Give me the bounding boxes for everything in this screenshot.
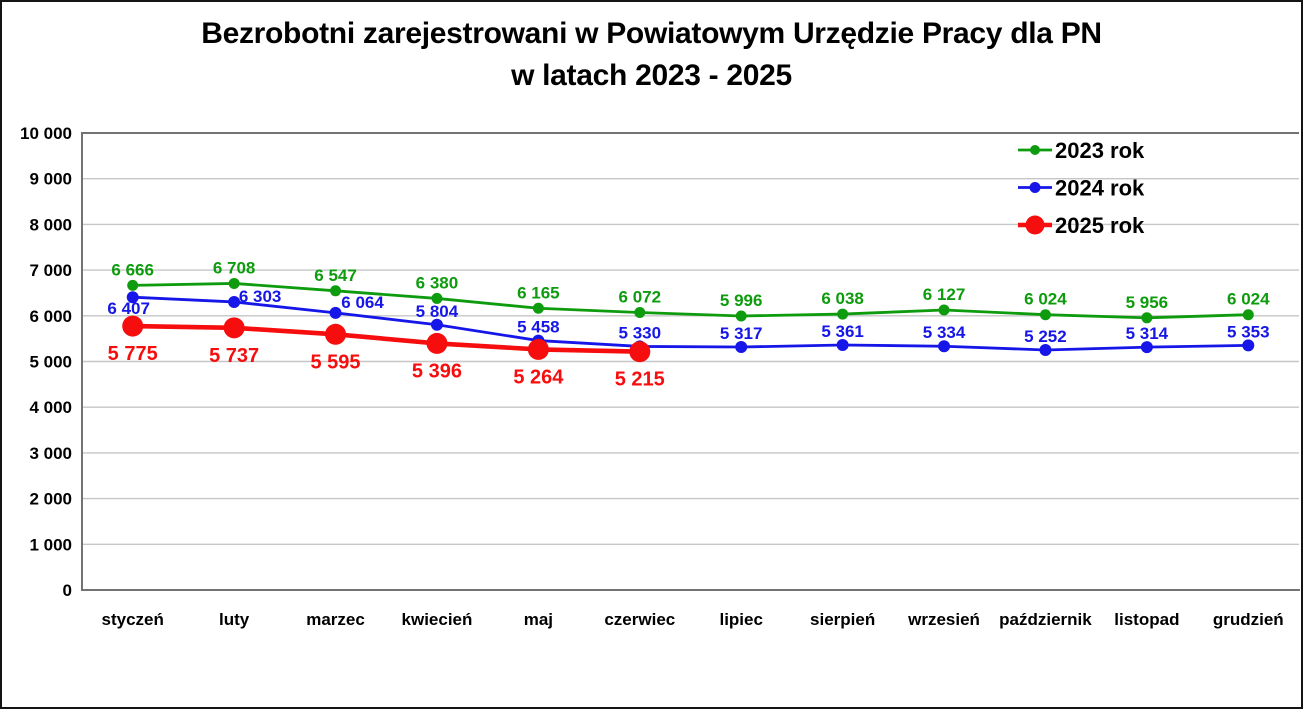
data-point-label: 5 458 [517, 318, 560, 337]
data-point-marker [837, 308, 849, 320]
data-point-label: 5 595 [311, 351, 361, 373]
data-point-marker [1039, 343, 1052, 356]
x-tick-label: lipiec [719, 610, 762, 629]
data-point-marker [1140, 341, 1153, 354]
legend-swatch-marker [1030, 145, 1040, 155]
x-tick-label: kwiecień [402, 610, 473, 629]
data-point-label: 6 024 [1227, 290, 1270, 309]
data-point-marker [532, 302, 544, 314]
data-point-marker [1242, 309, 1254, 321]
data-point-marker [223, 317, 245, 339]
y-tick-label: 5 000 [29, 353, 72, 372]
x-tick-label: październik [999, 610, 1092, 629]
data-point-label: 5 252 [1024, 327, 1067, 346]
data-point-label: 5 353 [1227, 322, 1270, 341]
data-point-label: 6 708 [213, 258, 256, 277]
data-point-marker [228, 277, 240, 289]
data-point-marker [122, 315, 144, 337]
x-tick-label: luty [219, 610, 250, 629]
y-tick-label: 9 000 [29, 170, 72, 189]
y-tick-label: 2 000 [29, 490, 72, 509]
data-point-label: 6 127 [923, 285, 966, 304]
data-point-marker [836, 339, 849, 352]
data-point-marker [527, 338, 549, 360]
data-point-label: 6 666 [111, 260, 154, 279]
data-point-marker [938, 304, 950, 316]
x-tick-label: wrzesień [907, 610, 980, 629]
series-line-2025-rok [132, 323, 640, 354]
legend-label: 2025 rok [1055, 213, 1145, 238]
data-point-marker [330, 285, 342, 297]
chart-title-line-1: Bezrobotni zarejestrowani w Powiatowym U… [201, 17, 1102, 50]
data-point-label: 5 334 [923, 323, 966, 342]
data-point-marker [126, 291, 139, 304]
data-point-marker [629, 341, 651, 363]
data-point-label: 6 407 [107, 299, 150, 318]
legend-label: 2024 rok [1055, 176, 1145, 201]
data-point-marker [228, 295, 241, 308]
y-tick-label: 0 [63, 581, 72, 600]
y-tick-label: 8 000 [29, 215, 72, 234]
data-point-marker [127, 279, 139, 291]
data-point-marker [329, 306, 342, 319]
data-point-marker [634, 307, 646, 319]
data-point-marker [1242, 339, 1255, 352]
data-point-label: 6 064 [341, 293, 384, 312]
data-point-label: 5 396 [412, 360, 462, 382]
data-point-marker [938, 340, 951, 353]
series-line-2024-rok [132, 295, 1249, 352]
x-tick-label: sierpień [810, 610, 875, 629]
data-point-label: 5 361 [821, 322, 864, 341]
legend-swatch-marker [1025, 215, 1045, 235]
data-point-marker [735, 310, 747, 322]
data-point-label: 6 024 [1024, 290, 1067, 309]
legend-label: 2023 rok [1055, 138, 1145, 163]
series-line-2023-rok [132, 282, 1249, 320]
data-point-marker [431, 292, 443, 304]
data-point-marker [1141, 312, 1153, 324]
data-point-label: 5 737 [209, 345, 259, 367]
data-point-marker [325, 323, 347, 345]
y-tick-label: 10 000 [20, 124, 72, 143]
chart-title: Bezrobotni zarejestrowani w Powiatowym U… [2, 13, 1301, 97]
data-point-marker [426, 332, 448, 354]
data-point-label: 5 314 [1126, 324, 1169, 343]
y-tick-label: 3 000 [29, 444, 72, 463]
x-tick-label: czerwiec [604, 610, 675, 629]
data-point-marker [735, 341, 748, 354]
x-tick-label: listopad [1114, 610, 1179, 629]
data-point-label: 5 317 [720, 324, 763, 343]
data-point-label: 6 072 [619, 288, 662, 307]
data-point-marker [430, 318, 443, 331]
data-point-label: 6 038 [821, 289, 864, 308]
y-tick-label: 6 000 [29, 307, 72, 326]
x-tick-label: grudzień [1213, 610, 1284, 629]
x-tick-label: marzec [306, 610, 365, 629]
data-point-label: 6 547 [314, 266, 357, 285]
data-point-label: 5 996 [720, 291, 763, 310]
data-point-label: 5 264 [513, 366, 564, 388]
data-point-label: 6 380 [416, 273, 459, 292]
data-point-label: 6 165 [517, 283, 560, 302]
x-tick-label: styczeń [102, 610, 164, 629]
data-point-marker [1039, 309, 1051, 321]
y-tick-label: 4 000 [29, 398, 72, 417]
x-tick-label: maj [524, 610, 553, 629]
data-point-label: 5 330 [619, 323, 662, 342]
data-point-label: 5 956 [1126, 293, 1169, 312]
data-point-label: 6 303 [239, 287, 282, 306]
data-point-label: 5 215 [615, 369, 665, 391]
y-tick-label: 1 000 [29, 535, 72, 554]
chart-title-line-2: w latach 2023 - 2025 [511, 59, 792, 92]
legend-swatch-marker [1029, 182, 1041, 193]
data-point-label: 5 804 [416, 302, 459, 321]
data-point-label: 5 775 [108, 343, 158, 365]
y-tick-label: 7 000 [29, 261, 72, 280]
